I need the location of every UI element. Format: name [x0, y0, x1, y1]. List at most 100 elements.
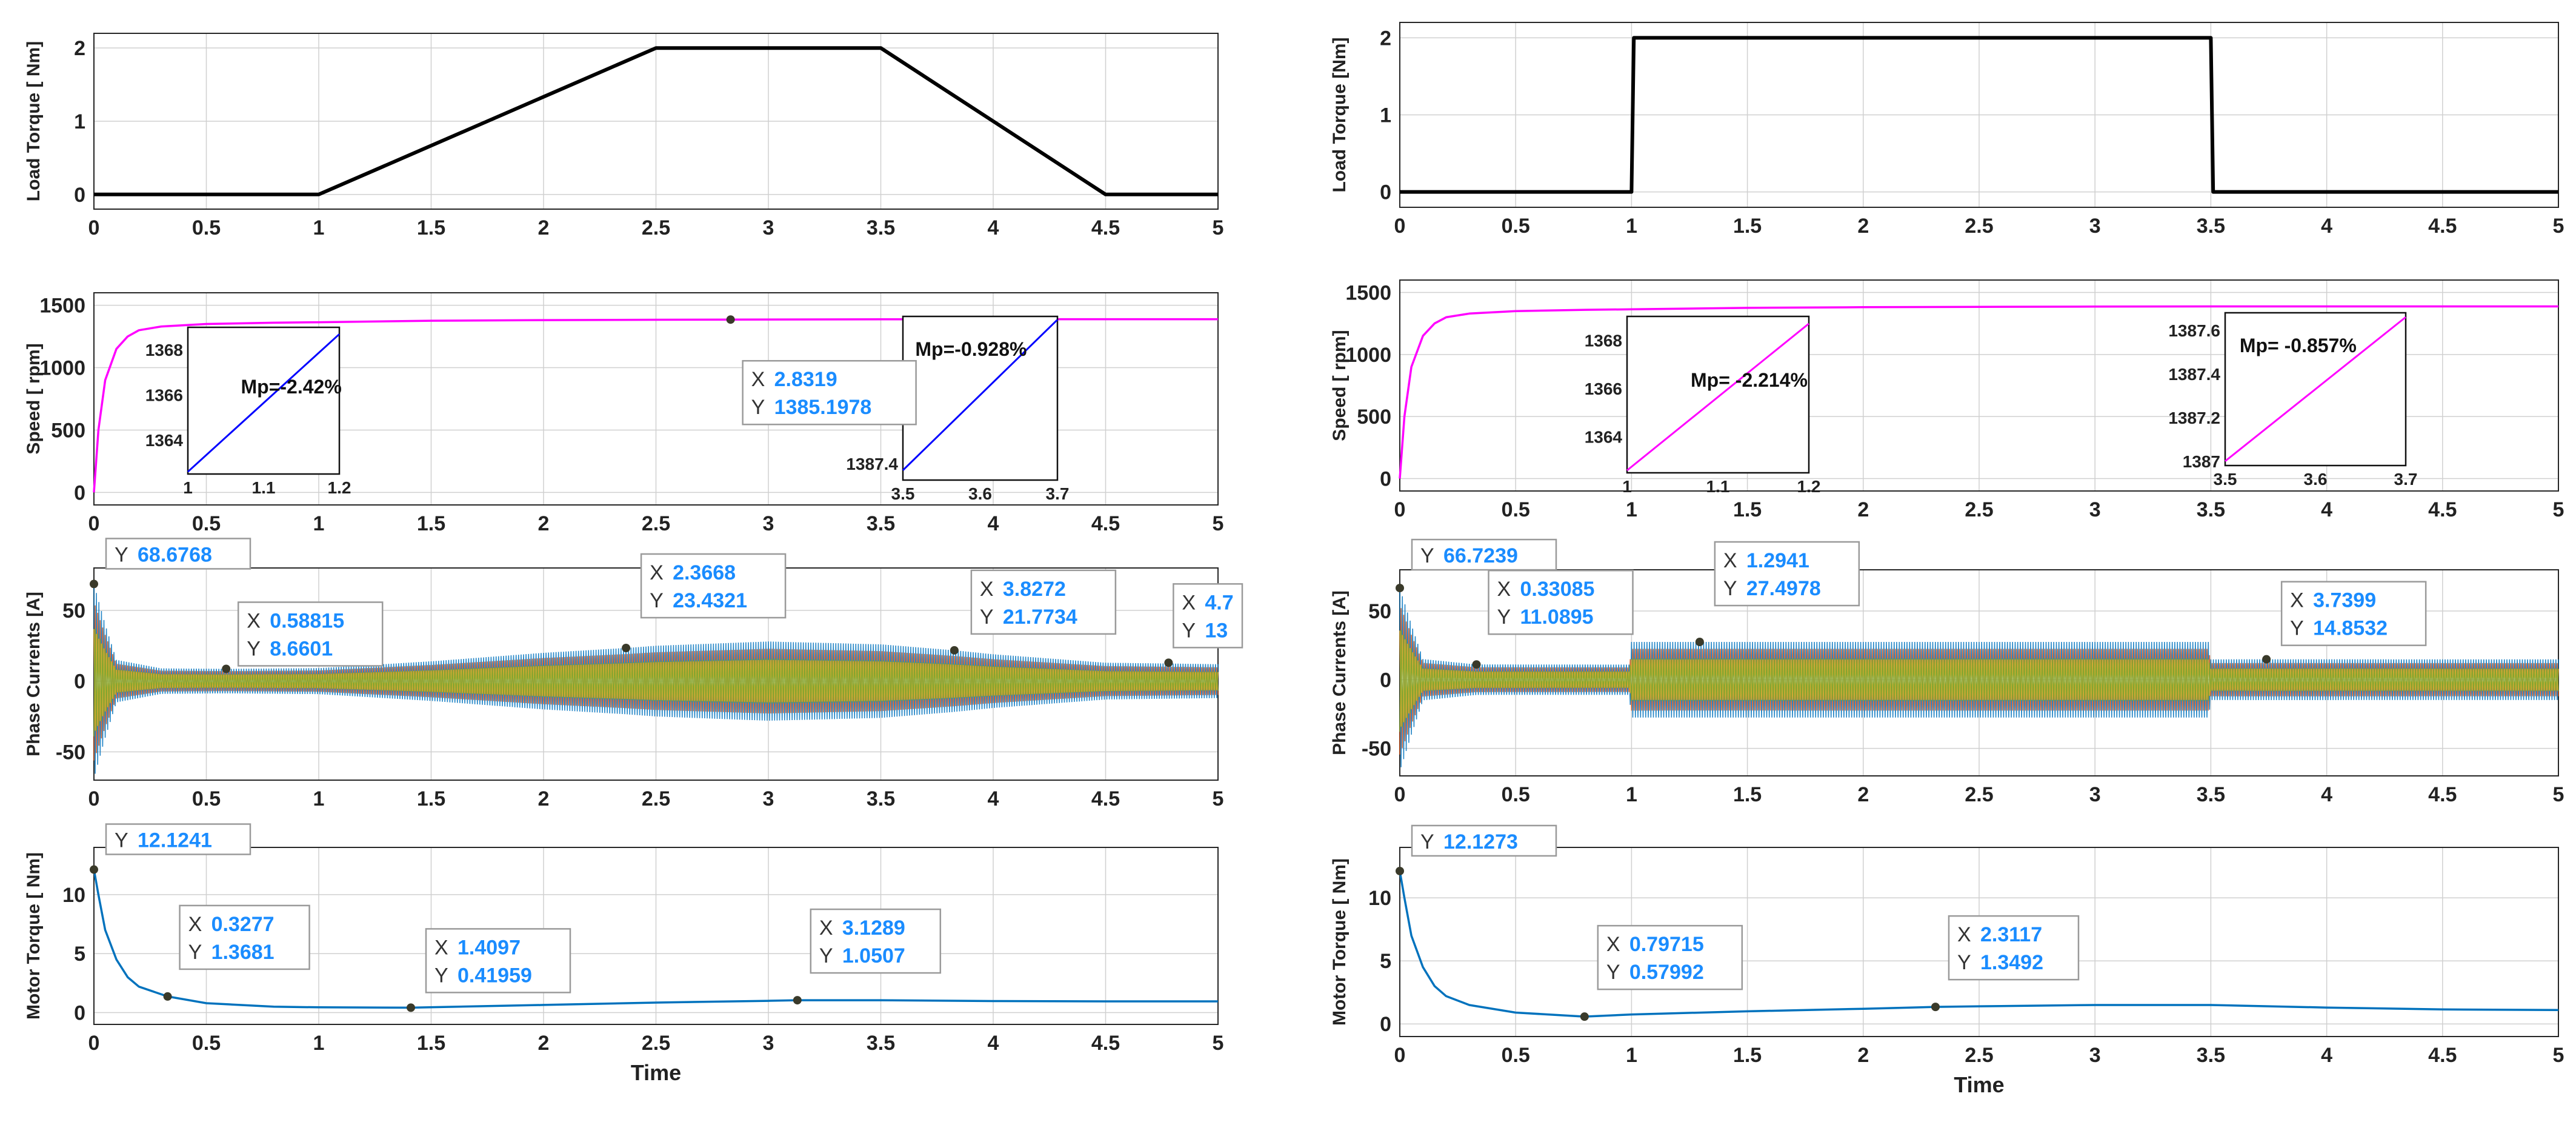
- datatip-y-label: Y: [2290, 617, 2304, 640]
- datatip-y-label: Y: [819, 944, 833, 967]
- datatip[interactable]: X 3.1289 Y 1.0507: [810, 908, 942, 974]
- x-tick-label: 3: [763, 512, 774, 535]
- datatip-marker[interactable]: [90, 865, 98, 874]
- datatip-x-value: 3.7399: [2313, 589, 2376, 612]
- datatip-marker[interactable]: [1695, 638, 1704, 647]
- inset-x-tick-label: 1: [1622, 477, 1632, 496]
- x-tick-label: 1: [313, 787, 325, 810]
- datatip-x-value: 2.3668: [673, 561, 736, 584]
- datatip-marker[interactable]: [222, 664, 231, 673]
- datatip-marker[interactable]: [1472, 660, 1481, 669]
- x-tick-label: 2.5: [1965, 215, 1993, 238]
- inset-x-tick-label: 3.5: [891, 484, 915, 503]
- datatip-marker[interactable]: [1164, 658, 1173, 667]
- x-tick-label: 3: [2089, 215, 2101, 238]
- datatip[interactable]: X 3.7399 Y 14.8532: [2280, 581, 2427, 646]
- datatip-marker[interactable]: [90, 579, 98, 589]
- datatip-marker[interactable]: [1396, 866, 1404, 875]
- datatip[interactable]: X 3.8272 Y 21.7734: [970, 569, 1117, 635]
- y-axis-label: Phase Currents [A]: [1330, 590, 1350, 755]
- datatip-y-label: Y: [115, 543, 128, 566]
- inset-line: [2225, 316, 2406, 462]
- x-tick-label: 4: [988, 512, 999, 535]
- x-tick-label: 0.5: [1502, 498, 1530, 521]
- datatip[interactable]: X 0.33085 Y 11.0895: [1488, 569, 1634, 635]
- x-tick-label: 2: [1857, 498, 1869, 521]
- datatip-y-value: 13: [1205, 619, 1228, 642]
- datatip-box: [1411, 824, 1557, 857]
- inset-x-tick-label: 1.1: [1706, 477, 1730, 496]
- datatip-marker[interactable]: [1396, 584, 1404, 593]
- x-tick-label: 5: [1213, 216, 1224, 239]
- inset-x-tick-label: 1: [183, 478, 193, 497]
- datatip[interactable]: X 4.7 Y 13: [1173, 583, 1243, 649]
- datatip-marker[interactable]: [2262, 655, 2271, 664]
- datatip-box: [810, 908, 942, 974]
- inset-x-tick-label: 1.2: [1797, 477, 1821, 496]
- datatip-marker[interactable]: [622, 643, 631, 652]
- datatip[interactable]: X 1.2941 Y 27.4978: [1714, 541, 1860, 607]
- x-tick-label: 2.5: [642, 216, 670, 239]
- datatip[interactable]: X 2.3668 Y 23.4321: [640, 553, 787, 619]
- chart-l1: 0 0.5 1 1.5 2 2.5 3 3.5 4 4.5 5 0 1 2 Load Torque [ Nm…: [24, 33, 1223, 239]
- datatip-marker[interactable]: [793, 996, 802, 1005]
- y-axis-label: Speed [ rpm]: [1330, 330, 1350, 441]
- inset-line: [1626, 322, 1809, 472]
- datatip-marker[interactable]: [950, 646, 959, 655]
- y-tick-label: 1500: [1345, 281, 1391, 304]
- datatip-marker[interactable]: [406, 1003, 415, 1012]
- x-tick-label: 0: [88, 787, 100, 810]
- x-tick-label: 1: [313, 1032, 325, 1055]
- x-tick-label: 3: [763, 216, 774, 239]
- datatip-x-value: 1.4097: [458, 936, 521, 959]
- datatip-y-label: Y: [1957, 951, 1971, 974]
- datatip-box: [1597, 924, 1743, 990]
- inset-zoom: 1 1.1 1.2 1364 1366 1368 Mp=-2.42%: [145, 326, 351, 497]
- datatip[interactable]: X 0.79715 Y 0.57992: [1597, 924, 1743, 990]
- datatip-y-label: Y: [1606, 961, 1620, 984]
- datatip[interactable]: X 2.8319 Y 1385.1978: [742, 359, 917, 426]
- datatip[interactable]: X 2.3117 Y 1.3492: [1948, 915, 2080, 981]
- x-tick-label: 4.5: [2428, 1044, 2457, 1067]
- datatip-marker[interactable]: [726, 315, 735, 324]
- datatip-marker[interactable]: [163, 992, 172, 1001]
- inset-x-tick-label: 3.7: [2394, 470, 2418, 489]
- phase-current-3: [93, 629, 1219, 731]
- datatip-box: [1488, 569, 1634, 635]
- x-tick-label: 4: [988, 1032, 999, 1055]
- inset-x-tick-label: 1.2: [328, 478, 351, 497]
- datatip-y-label: Y: [115, 829, 128, 852]
- axes-frame: [1399, 847, 2559, 1037]
- overshoot-annotation: Mp=-0.928%: [915, 338, 1027, 360]
- datatip[interactable]: X 0.3277 Y 1.3681: [179, 904, 310, 970]
- datatip-marker[interactable]: [1931, 1003, 1940, 1012]
- x-tick-label: 4.5: [1091, 787, 1120, 810]
- inset-y-tick-label: 1366: [145, 386, 183, 405]
- datatip-box: [105, 538, 251, 570]
- datatip-box: [2280, 581, 2427, 646]
- datatip-box: [640, 553, 787, 619]
- inset-x-tick-label: 3.6: [968, 484, 992, 503]
- y-tick-label: 1000: [1345, 344, 1391, 367]
- datatip-x-value: 1.2941: [1746, 549, 1809, 572]
- datatip-marker[interactable]: [1580, 1012, 1589, 1021]
- x-tick-label: 2: [538, 512, 550, 535]
- datatip[interactable]: X 1.4097 Y 0.41959: [425, 928, 571, 993]
- x-tick-label: 2.5: [642, 787, 670, 810]
- inset-y-tick-label: 1364: [1585, 427, 1623, 446]
- datatip[interactable]: Y 12.1241: [105, 823, 251, 855]
- inset-y-tick-label: 1368: [1585, 332, 1622, 350]
- x-tick-label: 3: [2089, 498, 2101, 521]
- datatip[interactable]: Y 68.6768: [105, 538, 251, 570]
- datatip[interactable]: Y 12.1273: [1411, 824, 1557, 857]
- series-line: [94, 46, 1218, 196]
- datatip[interactable]: Y 66.7239: [1411, 538, 1557, 571]
- x-tick-label: 4: [2321, 498, 2332, 521]
- y-tick-label: 10: [62, 884, 85, 907]
- datatip[interactable]: X 0.58815 Y 8.6601: [237, 601, 384, 667]
- datatip-x-label: X: [1606, 933, 1620, 956]
- y-tick-label: 0: [74, 1002, 85, 1025]
- y-axis-label: Motor Torque [ Nm]: [1330, 858, 1350, 1026]
- datatip-x-label: X: [650, 561, 664, 584]
- inset-zoom: 1 1.1 1.2 1364 1366 1368 Mp= -2.214%: [1585, 315, 1821, 496]
